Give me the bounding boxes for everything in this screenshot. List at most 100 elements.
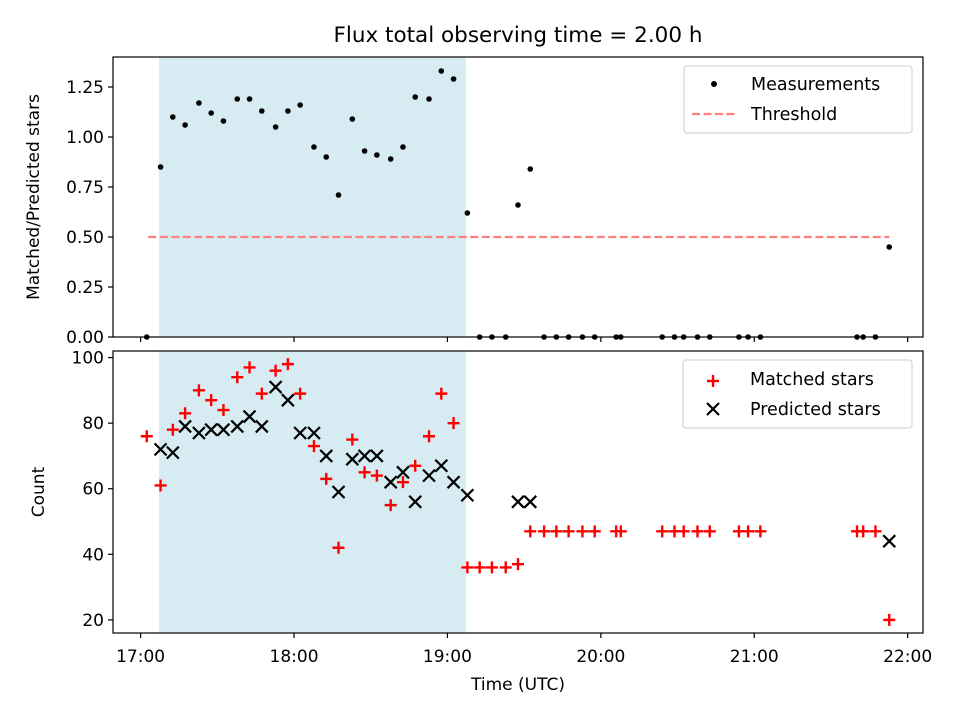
matched-star-marker (691, 525, 704, 538)
bottom-y-tick-label: 80 (82, 414, 104, 434)
matched-star-marker (231, 371, 244, 384)
matched-star-marker (396, 476, 409, 489)
predicted-star-marker (293, 426, 307, 440)
measurement-point (182, 122, 188, 128)
predicted-star-marker (460, 488, 475, 503)
legend-threshold-label: Threshold (750, 105, 837, 125)
measurement-point (234, 96, 241, 102)
figure-title: Flux total observing time = 2.00 h (334, 23, 703, 48)
legend-matched-marker (707, 375, 719, 387)
predicted-star-marker (204, 422, 218, 437)
legend-matched-label: Matched stars (750, 370, 874, 390)
matched-star-marker (370, 469, 383, 482)
predicted-star-marker (242, 409, 257, 424)
top-legend: Measurements Threshold (683, 65, 913, 134)
bottom-y-ticks: 20 40 60 80 100 (72, 349, 113, 631)
bottom-legend: Matched stars Predicted stars (682, 359, 913, 429)
measurement-point (400, 144, 406, 150)
top-shaded-region (159, 57, 466, 337)
bottom-y-label: Count (29, 466, 49, 517)
measurement-point (311, 144, 317, 150)
predicted-star-marker (511, 495, 525, 509)
predicted-star-markers (153, 380, 897, 548)
matched-star-marker (485, 561, 498, 574)
legend-measurements-label: Measurements (751, 75, 880, 95)
x-tick-label: 18:00 (270, 647, 319, 667)
matched-star-marker (562, 525, 575, 538)
measurement-point (259, 108, 265, 114)
matched-star-marker (154, 479, 167, 492)
matched-star-marker (281, 358, 294, 371)
measurement-point (246, 96, 253, 102)
measurement-point (349, 116, 356, 122)
measurement-point (387, 156, 394, 162)
x-tick-label: 21:00 (730, 647, 779, 667)
predicted-star-marker (422, 468, 436, 483)
predicted-star-marker (255, 419, 269, 434)
bottom-axes-frame (112, 350, 924, 634)
legend-predicted-label: Predicted stars (750, 400, 881, 420)
predicted-star-marker (166, 445, 180, 460)
predicted-star-marker (307, 426, 321, 440)
predicted-star-marker (396, 465, 410, 480)
top-y-tick-label: 1.25 (66, 78, 104, 98)
measurement-point (272, 124, 279, 130)
predicted-star-marker (216, 422, 231, 437)
matched-star-marker (461, 561, 474, 574)
matched-star-marker (217, 404, 230, 417)
matched-star-marker (358, 466, 371, 479)
measurement-point (450, 76, 457, 82)
matched-star-marker (742, 525, 755, 538)
bottom-y-tick-label: 40 (82, 545, 104, 565)
matched-star-marker (384, 499, 397, 512)
bottom-panel: 20 40 60 80 100 17:00 18:00 19:00 20:00 21:00 22:… (29, 349, 932, 695)
measurement-point (297, 102, 303, 108)
matched-star-marker (499, 561, 512, 574)
x-tick-label: 22:00 (883, 647, 932, 667)
predicted-star-marker (345, 452, 360, 466)
measurement-point (323, 154, 330, 160)
x-tick-label: 17:00 (116, 647, 165, 667)
top-axes-frame (112, 56, 924, 338)
measurement-point (438, 68, 445, 74)
measurement-point (208, 110, 214, 116)
matched-star-marker (423, 430, 436, 443)
x-axis-label: Time (UTC) (470, 675, 565, 695)
bottom-x-ticks: 17:00 18:00 19:00 20:00 21:00 22:00 (116, 633, 932, 667)
top-y-ticks: 0.00 0.25 0.50 0.75 1.00 1.25 (66, 78, 113, 348)
measurement-point (374, 152, 380, 158)
top-panel: 0.00 0.25 0.50 0.75 1.00 1.25 Matched/Predict… (24, 56, 924, 348)
predicted-star-marker (281, 393, 295, 407)
measurement-point (464, 210, 471, 216)
matched-star-marker (243, 361, 256, 374)
top-y-tick-label: 0.75 (66, 178, 104, 198)
top-x-ticks (140, 337, 909, 342)
measurement-point (886, 244, 893, 250)
predicted-star-marker (230, 419, 245, 434)
matched-star-marker (588, 525, 601, 538)
predicted-star-marker (331, 485, 346, 499)
predicted-star-marker (408, 495, 422, 509)
measurement-point (196, 100, 202, 106)
matched-star-marker (883, 613, 896, 626)
measurement-point (412, 94, 419, 100)
matched-star-marker (512, 558, 524, 571)
matched-star-marker (857, 525, 870, 538)
bottom-y-tick-label: 60 (82, 480, 104, 500)
matched-star-marker (255, 387, 268, 400)
predicted-star-marker (178, 419, 192, 434)
x-tick-label: 20:00 (576, 647, 625, 667)
matched-star-marker (307, 440, 320, 453)
top-legend-box (683, 65, 913, 134)
matched-star-markers (140, 358, 896, 626)
matched-star-marker (346, 433, 359, 446)
matched-star-marker (869, 525, 882, 538)
matched-star-marker (435, 387, 448, 400)
predicted-star-marker (370, 449, 384, 463)
bottom-shaded-region (159, 351, 466, 633)
matched-star-marker (179, 407, 192, 420)
matched-star-marker (320, 472, 333, 485)
predicted-star-marker (268, 380, 283, 394)
matched-star-marker (524, 525, 537, 538)
